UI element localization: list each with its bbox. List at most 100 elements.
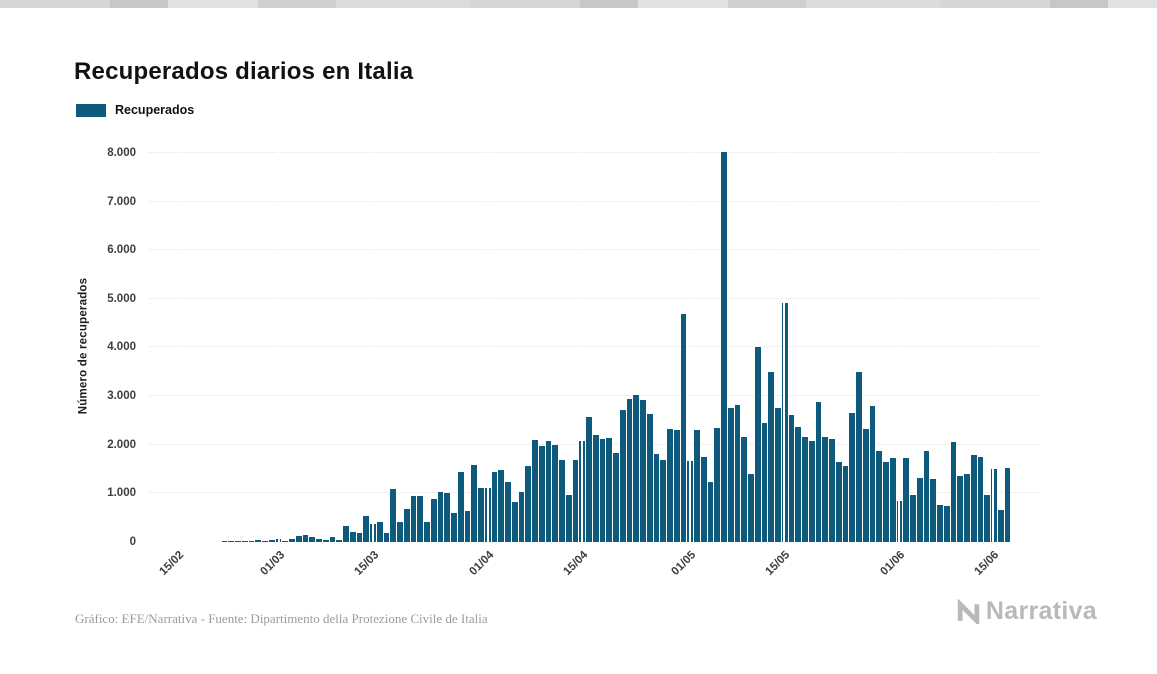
bar: [795, 426, 801, 542]
bar: [505, 481, 511, 542]
bar: [228, 541, 234, 542]
x-tick-label: 15/03: [352, 549, 382, 578]
bar: [653, 454, 660, 542]
bar: [572, 459, 579, 542]
bar: [727, 408, 734, 542]
bar: [457, 472, 464, 542]
bar: [802, 437, 808, 542]
gridline: [148, 200, 1040, 202]
bar: [950, 441, 957, 542]
bar: [471, 464, 477, 542]
bar: [356, 533, 363, 542]
legend-swatch: [76, 103, 106, 117]
y-tick-label: 2.000: [107, 438, 136, 451]
x-tick-label: 01/06: [878, 549, 908, 578]
bar: [754, 347, 761, 542]
bar: [964, 473, 970, 542]
tick-slit: [372, 150, 375, 542]
tick-slit: [176, 150, 179, 542]
bar: [640, 399, 646, 542]
bar: [923, 451, 930, 542]
bar: [606, 437, 612, 542]
bar: [592, 435, 599, 542]
bar: [903, 457, 909, 542]
x-tick-label: 01/05: [669, 549, 699, 578]
y-tick-label: 5.000: [107, 292, 136, 305]
y-tick-label: 3.000: [107, 390, 136, 403]
bar: [889, 457, 896, 542]
bar: [741, 436, 747, 542]
bar: [761, 422, 768, 542]
bar: [970, 455, 977, 542]
bar: [829, 438, 835, 542]
bar: [646, 414, 653, 542]
bar: [842, 465, 849, 542]
gridline: [148, 297, 1040, 299]
bar: [545, 440, 552, 542]
bar: [714, 427, 720, 542]
legend-label: Recuperados: [115, 103, 195, 117]
gridline: [148, 249, 1040, 251]
bar: [748, 473, 754, 542]
bar: [721, 152, 727, 542]
gridline: [148, 395, 1040, 397]
tick-slit: [992, 150, 995, 542]
bar: [437, 491, 444, 542]
tick-slit: [486, 150, 489, 542]
bar: [694, 429, 700, 542]
bar: [262, 541, 268, 542]
bar: [883, 462, 889, 542]
bar: [329, 537, 336, 542]
gridline: [148, 346, 1040, 348]
bar: [700, 457, 707, 542]
bar: [619, 409, 626, 542]
y-tick-label: 1.000: [107, 487, 136, 500]
bar: [349, 531, 356, 542]
bar: [302, 535, 309, 542]
x-tick-label: 15/06: [972, 549, 1002, 578]
bar: [943, 505, 950, 542]
bar: [525, 466, 531, 542]
bar: [613, 453, 619, 542]
bar: [295, 536, 302, 542]
legend: Recuperados: [76, 103, 194, 117]
y-tick-label: 8.000: [107, 146, 136, 159]
bar: [363, 516, 369, 542]
bar: [586, 417, 592, 542]
bar: [680, 313, 687, 542]
bar: [417, 495, 423, 542]
x-tick-label: 15/02: [157, 549, 187, 578]
bar: [248, 541, 255, 542]
bar: [538, 445, 545, 542]
bar: [491, 472, 498, 542]
bar: [768, 371, 774, 542]
bar: [856, 371, 862, 542]
bar: [984, 495, 990, 542]
bar: [376, 521, 383, 542]
bar: [957, 475, 963, 542]
bar: [565, 495, 572, 542]
bar: [444, 493, 450, 542]
bar: [626, 398, 633, 542]
bar: [478, 488, 484, 542]
bar: [660, 459, 666, 542]
bar: [403, 508, 410, 542]
y-axis-title: Número de recuperados: [70, 150, 96, 542]
bar: [930, 478, 936, 542]
bar: [599, 438, 606, 542]
top-strip: [0, 0, 1157, 8]
bar: [241, 541, 248, 542]
x-tick-label: 15/04: [561, 549, 591, 578]
bar: [977, 457, 984, 542]
bar: [876, 450, 882, 542]
bar: [849, 413, 855, 542]
bar: [532, 439, 538, 542]
bar: [498, 470, 504, 542]
bar: [336, 540, 342, 542]
narrativa-n-icon: [957, 599, 980, 624]
gridline: [148, 151, 1040, 153]
bar: [255, 539, 261, 542]
bar: [775, 408, 781, 542]
tick-slit: [581, 150, 583, 542]
bar: [559, 460, 565, 542]
